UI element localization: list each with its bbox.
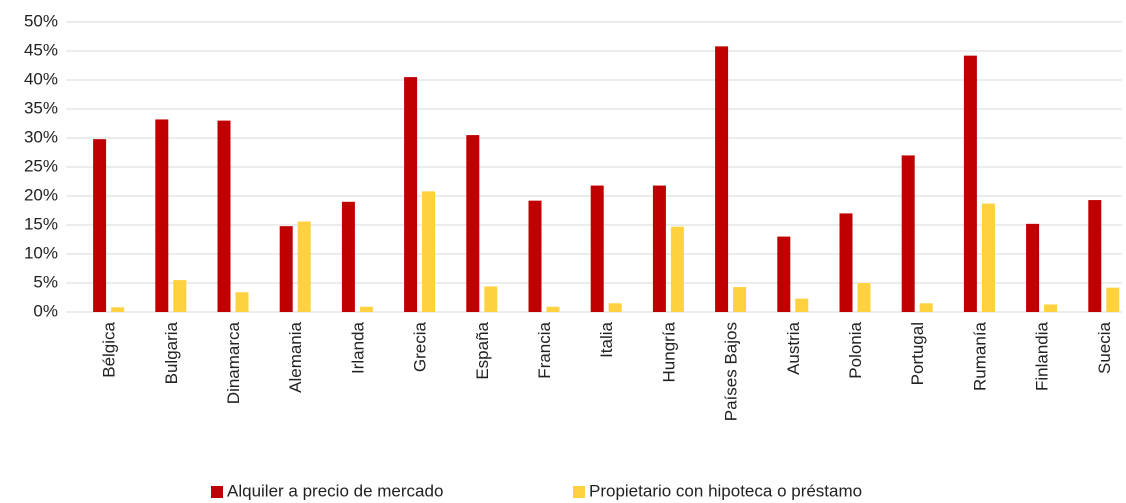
y-tick-label: 40% [24,69,58,88]
x-tick-label: Finlandia [1033,321,1052,391]
bar [919,303,933,312]
x-tick-label: Dinamarca [224,321,243,404]
y-tick-label: 45% [24,40,58,59]
x-tick-label: Grecia [411,321,430,372]
bar [422,191,436,312]
y-tick-label: 20% [24,185,58,204]
bar [777,236,791,312]
bar [155,119,169,312]
bar [608,303,622,312]
y-tick-label: 50% [24,11,58,30]
bar [235,292,249,312]
bar [963,55,977,312]
bar [484,286,498,312]
bar [901,155,915,312]
legend-label: Propietario con hipoteca o préstamo [589,481,862,500]
x-tick-label: Hungría [659,321,678,382]
y-tick-label: 30% [24,127,58,146]
bar [1106,287,1120,312]
bar [297,221,311,312]
legend-swatch [211,486,223,498]
bar [279,226,293,312]
y-tick-label: 10% [24,243,58,262]
bar [652,185,666,312]
x-tick-label: Rumanía [970,321,989,391]
x-tick-label: Portugal [908,322,927,385]
bar [795,298,809,312]
bar [715,46,729,313]
bar [839,213,853,312]
bar [404,77,418,312]
x-tick-label: Suecia [1095,321,1114,374]
legend-label: Alquiler a precio de mercado [227,481,443,500]
x-tick-label: Austria [784,321,803,374]
y-tick-label: 0% [33,301,58,320]
bar [341,201,355,312]
x-tick-label: Irlanda [348,321,367,374]
bar [1044,304,1058,312]
bar [173,280,187,312]
x-tick-label: Bulgaria [162,321,181,384]
x-tick-label: España [473,321,492,379]
y-tick-label: 15% [24,214,58,233]
x-tick-label: Bélgica [100,321,119,377]
bar [359,306,373,312]
x-tick-label: Italia [597,321,616,357]
bar [528,200,542,312]
bar [546,306,560,312]
bar [93,139,107,312]
y-tick-label: 5% [33,272,58,291]
x-tick-label: Países Bajos [722,322,741,421]
x-tick-label: Alemania [286,321,305,392]
y-tick-label: 25% [24,156,58,175]
x-tick-label: Polonia [846,321,865,378]
bar [1026,223,1040,312]
bar [217,120,231,312]
bar [670,226,684,312]
bar [857,283,871,312]
y-tick-label: 35% [24,98,58,117]
bar [590,185,604,312]
legend-swatch [573,486,585,498]
bar [733,287,747,312]
x-tick-label: Francia [535,321,554,378]
bar [981,203,995,312]
bar [466,135,480,312]
bar [1088,200,1102,312]
bar [111,307,125,312]
